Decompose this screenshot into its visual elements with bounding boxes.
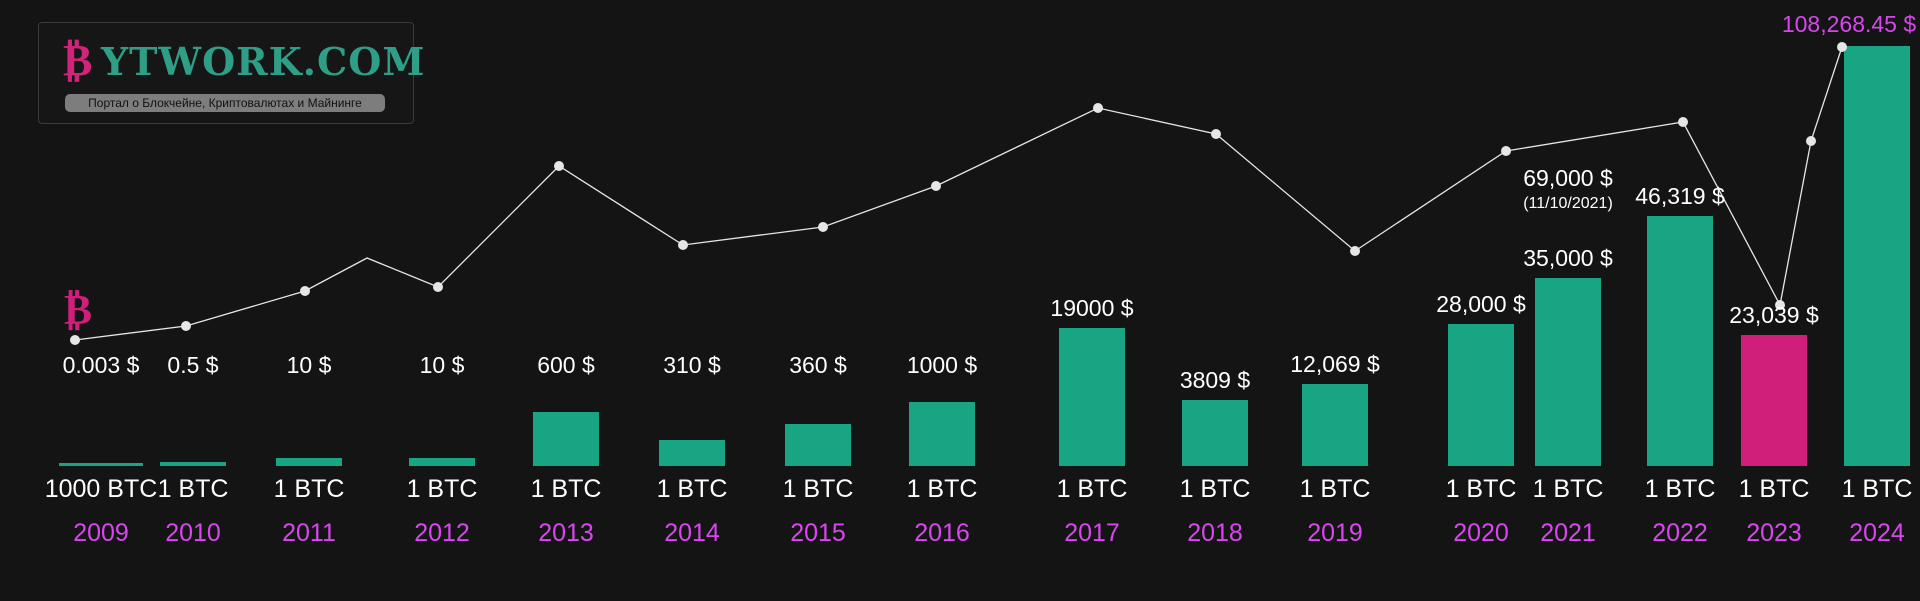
trend-point (1211, 129, 1221, 139)
quantity-label: 1 BTC (1533, 475, 1604, 503)
year-label: 2019 (1307, 519, 1363, 547)
price-label: 35,000 $ (1523, 245, 1613, 271)
year-label: 2024 (1849, 519, 1905, 547)
quantity-label: 1 BTC (407, 475, 478, 503)
year-label: 2009 (73, 519, 129, 547)
bitcoin-logo-icon: ₿ (63, 35, 93, 86)
bar-2010 (160, 462, 226, 466)
year-label: 2011 (282, 519, 336, 547)
year-label: 2020 (1453, 519, 1509, 547)
year-label: 2013 (538, 519, 594, 547)
bar-2011 (276, 458, 342, 466)
quantity-label: 1 BTC (1300, 475, 1371, 503)
quantity-label: 1 BTC (1180, 475, 1251, 503)
trend-point (1501, 146, 1511, 156)
year-label: 2021 (1540, 519, 1596, 547)
quantity-label: 1 BTC (907, 475, 978, 503)
bar-2015 (785, 424, 851, 466)
quantity-label: 1 BTC (783, 475, 854, 503)
trend-point (181, 321, 191, 331)
quantity-label: 1 BTC (274, 475, 345, 503)
quantity-label: 1 BTC (158, 475, 229, 503)
price-label: 10 $ (420, 352, 465, 378)
bar-2020 (1448, 324, 1514, 466)
site-logo[interactable]: ₿ YTWORK.COM Портал о Блокчейне, Криптов… (38, 22, 424, 124)
price-label: 19000 $ (1050, 295, 1133, 321)
annotation-price: 69,000 $ (1523, 165, 1613, 191)
price-label: 310 $ (663, 352, 721, 378)
annotation-date: (11/10/2021) (1523, 195, 1613, 212)
price-label: 1000 $ (907, 352, 978, 378)
trend-point (1678, 117, 1688, 127)
bar-2012 (409, 458, 475, 466)
bar-2023 (1741, 335, 1807, 466)
quantity-label: 1 BTC (657, 475, 728, 503)
trend-point (554, 161, 564, 171)
quantity-label: 1 BTC (1739, 475, 1810, 503)
price-label: 3809 $ (1180, 367, 1251, 393)
bar-2022 (1647, 216, 1713, 466)
trend-point (300, 286, 310, 296)
trend-point (1806, 136, 1816, 146)
price-label: 0.5 $ (167, 352, 218, 378)
logo-name: YTWORK.COM (101, 39, 426, 84)
trend-point (1775, 300, 1785, 310)
price-label: 600 $ (537, 352, 595, 378)
bar-2019 (1302, 384, 1368, 466)
price-label: 46,319 $ (1635, 183, 1725, 209)
trend-point (678, 240, 688, 250)
quantity-label: 1 BTC (1446, 475, 1517, 503)
trend-point (433, 282, 443, 292)
year-label: 2018 (1187, 519, 1243, 547)
year-label: 2017 (1064, 519, 1120, 547)
price-label: 108,268.45 $ (1782, 11, 1917, 37)
trend-point (1093, 103, 1103, 113)
price-label: 0.003 $ (63, 352, 140, 378)
trend-point (818, 222, 828, 232)
quantity-label: 1 BTC (1842, 475, 1913, 503)
year-label: 2016 (914, 519, 970, 547)
trend-point (1837, 42, 1847, 52)
quantity-label: 1 BTC (1057, 475, 1128, 503)
quantity-label: 1 BTC (1645, 475, 1716, 503)
bar-2013 (533, 412, 599, 466)
year-label: 2012 (414, 519, 470, 547)
price-label: 28,000 $ (1436, 291, 1526, 317)
trend-point (931, 181, 941, 191)
logo-tagline: Портал о Блокчейне, Криптовалютах и Майн… (65, 94, 385, 112)
quantity-label: 1000 BTC (45, 475, 158, 503)
price-label: 10 $ (287, 352, 332, 378)
bar-2024 (1844, 46, 1910, 466)
bar-2014 (659, 440, 725, 466)
bar-2021 (1535, 278, 1601, 466)
bar-2017 (1059, 328, 1125, 466)
year-label: 2015 (790, 519, 846, 547)
price-label: 12,069 $ (1290, 351, 1380, 377)
year-label: 2022 (1652, 519, 1708, 547)
year-label: 2010 (165, 519, 221, 547)
trend-point (70, 335, 80, 345)
bar-2016 (909, 402, 975, 466)
price-label: 23,039 $ (1729, 302, 1819, 328)
year-label: 2014 (664, 519, 720, 547)
price-label: 360 $ (789, 352, 847, 378)
year-label: 2023 (1746, 519, 1802, 547)
trend-point (1350, 246, 1360, 256)
bar-2009 (59, 463, 143, 466)
bar-2018 (1182, 400, 1248, 466)
quantity-label: 1 BTC (531, 475, 602, 503)
bitcoin-icon: ₿ (64, 285, 92, 334)
